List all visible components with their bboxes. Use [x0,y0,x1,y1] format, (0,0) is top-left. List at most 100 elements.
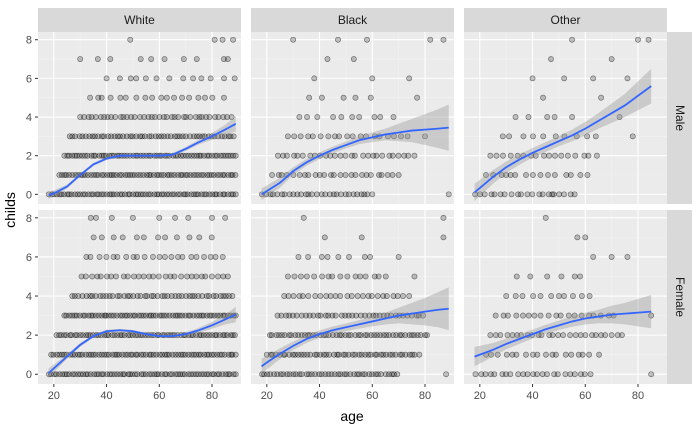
data-point [73,312,80,319]
data-point [578,312,585,319]
data-point [204,172,211,178]
data-point [182,191,189,198]
data-point [162,234,168,241]
data-point [527,273,534,280]
data-point [109,293,116,299]
data-point [509,332,516,339]
strip-label-white: White [124,13,155,27]
data-point [494,351,501,358]
data-point [561,293,567,299]
data-point [334,351,341,358]
data-point [146,351,153,358]
data-point [483,172,489,178]
data-point [117,94,124,101]
data-point [282,351,288,358]
data-point [335,351,342,358]
smooth-line [473,85,652,194]
data-point [122,94,129,101]
data-point [515,191,521,198]
data-point [472,371,479,378]
data-point [372,351,379,358]
data-point [95,371,102,378]
data-point [590,75,597,82]
data-point [116,172,123,178]
data-point [72,371,78,378]
data-point [546,152,553,159]
data-point [156,214,163,221]
data-point [608,254,615,260]
data-point [188,351,195,358]
data-point [207,75,214,82]
data-point [211,351,217,358]
data-point [358,234,365,241]
data-point [134,371,141,378]
data-point [624,254,631,260]
data-point [550,191,557,198]
data-point [345,351,352,358]
data-point [203,312,210,319]
data-point [548,293,555,299]
y-tick-label: 6 [26,252,32,264]
strip-label-black: Black [338,13,368,27]
data-point [229,172,236,178]
data-point [335,36,341,43]
data-point [400,293,406,299]
data-point [127,172,133,178]
data-point [90,152,97,159]
data-point [635,36,641,43]
data-point [203,191,210,198]
data-point [187,114,194,120]
data-point [156,254,163,260]
data-point [92,152,99,159]
data-point [187,133,193,140]
y-tick-label: 8 [26,213,32,225]
data-point [163,94,170,101]
data-point [608,56,615,62]
data-point [286,332,292,339]
data-point [291,273,298,280]
data-point [196,332,203,339]
data-point [548,56,554,62]
data-point [549,332,556,339]
data-point [167,371,173,378]
data-point [614,332,621,339]
data-point [571,371,578,378]
data-point [558,152,565,159]
data-point [501,191,508,198]
data-point [553,351,559,358]
data-point [178,293,185,299]
data-point [200,312,207,319]
data-point [121,371,128,378]
data-point [492,312,499,319]
y-tick-label: 2 [26,151,32,163]
data-point [148,133,155,140]
data-point [142,94,149,101]
data-point [151,371,158,378]
data-point [155,371,162,378]
data-point [232,332,238,339]
data-point [352,172,359,178]
data-point [326,351,333,358]
data-point [261,371,267,378]
strip-label-other: Other [550,13,580,27]
data-point [298,371,305,378]
data-point [598,332,604,339]
data-point [193,254,200,260]
data-point [301,332,308,339]
data-point [217,312,223,319]
data-point [443,371,449,378]
data-point [361,254,368,260]
data-point [305,293,312,299]
strip-col-white [38,8,241,32]
x-tick-label: 80 [632,390,644,402]
strip-row-female [667,210,692,384]
data-point [377,114,384,120]
data-point [278,312,285,319]
data-point [114,371,121,378]
data-point [515,371,522,378]
data-point [198,75,205,82]
data-point [72,133,78,140]
data-point [539,371,546,378]
data-point [285,293,292,299]
